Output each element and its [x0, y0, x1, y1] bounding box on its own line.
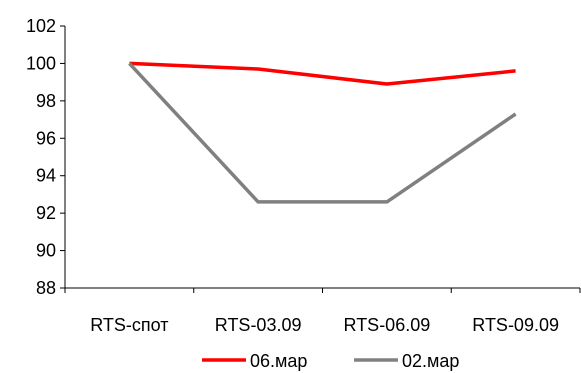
y-tick-label: 92: [36, 203, 56, 223]
y-axis-ticks: 88 90 92 94 96 98 100 102: [26, 16, 65, 298]
x-category-label: RTS-06.09: [344, 315, 431, 335]
x-category-label: RTS-03.09: [215, 315, 302, 335]
y-tick-label: 98: [36, 91, 56, 111]
series-line-2: [128, 62, 517, 204]
legend-label: 06.мар: [250, 351, 307, 371]
x-category-label: RTS-спот: [90, 315, 168, 335]
y-tick-label: 96: [36, 128, 56, 148]
legend: 06.мар 02.мар: [202, 351, 459, 371]
series-line-1: [129, 61, 516, 86]
legend-label: 02.мар: [402, 351, 459, 371]
y-tick-label: 94: [36, 166, 56, 186]
axes: RTS-спот RTS-03.09 RTS-06.09 RTS-09.09: [64, 26, 581, 335]
y-tick-label: 90: [36, 241, 56, 261]
y-tick-label: 100: [26, 53, 56, 73]
y-tick-label: 88: [36, 278, 56, 298]
y-tick-label: 102: [26, 16, 56, 36]
x-category-label: RTS-09.09: [472, 315, 559, 335]
series-lines: [128, 61, 517, 204]
